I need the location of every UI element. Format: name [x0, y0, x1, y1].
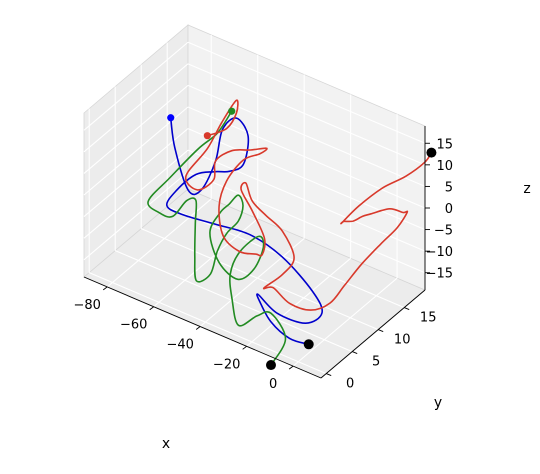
- z-gridline-left: [83, 171, 189, 261]
- y-tick-label: 10: [394, 333, 411, 348]
- series-start-marker-0: [167, 114, 175, 122]
- series-layer: [147, 99, 437, 371]
- x-tick: [288, 365, 294, 370]
- x-gridline-floor: [292, 277, 398, 367]
- axis-labels: x y z: [162, 181, 531, 452]
- x-gridline-floor: [199, 238, 305, 327]
- z-gridline-left: [83, 128, 189, 217]
- y-gridline-floor: [140, 228, 379, 331]
- x-axis-label: x: [162, 436, 170, 452]
- z-tick-label: −10: [426, 245, 453, 260]
- z-tick-label: 15: [436, 137, 453, 152]
- series-line-2: [184, 99, 433, 311]
- y-tick-label: 0: [346, 377, 354, 392]
- y-axis-label: y: [434, 395, 442, 411]
- series-start-marker-2: [203, 132, 211, 140]
- y-tick: [404, 307, 410, 311]
- x-tick-label: 0: [269, 377, 277, 392]
- x-tick: [195, 326, 201, 330]
- grid-lines: [83, 34, 426, 375]
- z-tick-label: −5: [434, 224, 453, 239]
- z-gridline-left: [83, 85, 189, 174]
- y-gridline-floor: [88, 272, 327, 375]
- z-gridline-left: [83, 149, 189, 239]
- y-tick-label: 15: [420, 311, 437, 326]
- x-axis-line: [83, 276, 322, 379]
- x-tick-label: −20: [213, 357, 240, 372]
- x-gridline-floor: [106, 198, 212, 288]
- z-tick-label: 10: [436, 159, 453, 174]
- z-gridline-left: [83, 63, 189, 153]
- y-gridline-floor: [166, 206, 405, 309]
- series-line-1: [147, 110, 287, 366]
- y-gridline-floor: [114, 250, 353, 353]
- series-line-0: [166, 117, 324, 346]
- y-tick-label: 5: [372, 355, 380, 370]
- series-end-marker-1: [265, 360, 276, 371]
- z-gridline-left: [83, 41, 189, 131]
- z-gridline-back: [187, 63, 426, 166]
- z-gridline-back: [187, 149, 426, 252]
- series-end-marker-0: [303, 339, 314, 350]
- x-tick: [242, 345, 247, 350]
- x-tick-label: −80: [74, 298, 101, 313]
- z-gridline-back: [187, 106, 426, 209]
- z-tick-label: −15: [426, 267, 453, 282]
- y-tick: [352, 351, 358, 355]
- z-gridline-back: [187, 84, 426, 187]
- x-gridline-floor: [246, 257, 352, 347]
- z-gridline-back: [187, 171, 426, 274]
- z-tick-label: 5: [445, 180, 453, 195]
- x-tick-label: −60: [120, 318, 147, 333]
- series-start-marker-1: [228, 107, 236, 115]
- y-axis-line: [320, 289, 426, 379]
- x-tick: [102, 286, 108, 291]
- z-tick-label: 0: [445, 202, 453, 217]
- series-end-marker-2: [426, 147, 437, 158]
- y-tick: [326, 373, 332, 377]
- z-gridline-back: [187, 128, 426, 231]
- z-gridline-back: [187, 41, 426, 144]
- y-tick: [378, 329, 384, 333]
- x-gridline-floor: [153, 218, 259, 308]
- x-tick-label: −40: [166, 338, 193, 353]
- z-axis-label: z: [523, 181, 530, 197]
- x-tick: [149, 306, 154, 311]
- ticks-layer: −80 −60 −40 −20 0 0 5 10 15 −15 −10 −5 0 5 10 15: [74, 126, 453, 392]
